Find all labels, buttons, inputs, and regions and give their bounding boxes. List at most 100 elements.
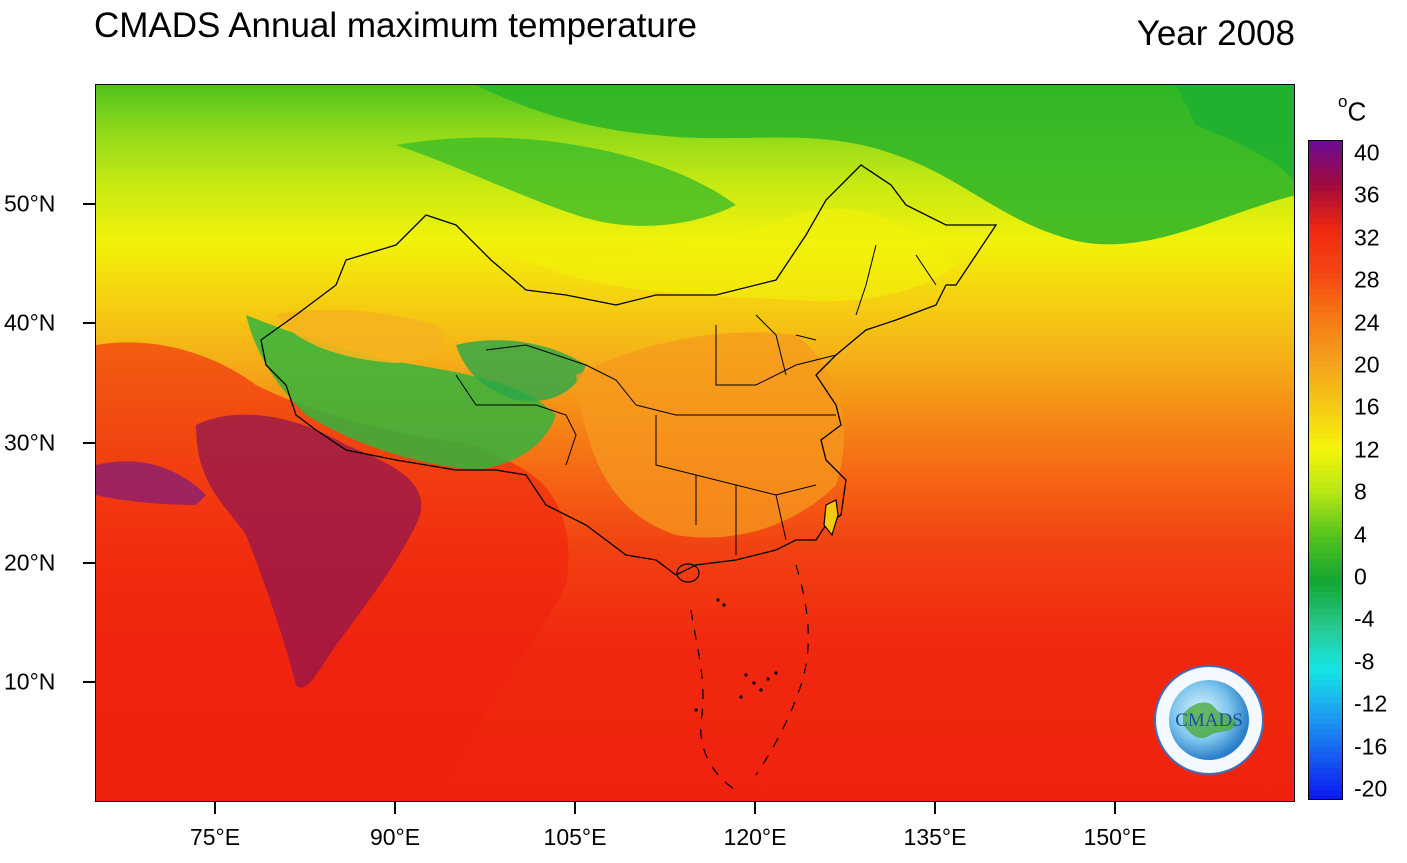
colorbar-band <box>1309 322 1342 329</box>
colorbar-tick-label: -20 <box>1354 775 1388 802</box>
colorbar-tick-label: 32 <box>1354 224 1380 251</box>
colorbar-band <box>1309 344 1342 351</box>
colorbar-tick-label: 20 <box>1354 351 1380 378</box>
colorbar-band <box>1309 141 1342 147</box>
colorbar-band <box>1309 476 1342 483</box>
colorbar-band <box>1309 399 1342 406</box>
x-tick-label: 105°E <box>543 824 607 850</box>
colorbar-band <box>1309 526 1342 532</box>
colorbar-band <box>1309 234 1342 241</box>
province-boundary <box>485 344 637 406</box>
colorbar-band <box>1309 586 1342 593</box>
colorbar-band <box>1309 284 1342 290</box>
colorbar-band <box>1309 179 1342 186</box>
cmads-globe-icon: CMADS <box>1154 665 1264 775</box>
colorbar-tick-label: 12 <box>1354 436 1380 463</box>
north-china-yellow-area <box>516 208 956 302</box>
colorbar-band <box>1309 707 1342 714</box>
tibetan-plateau-cold-area <box>246 315 556 470</box>
colorbar-band <box>1309 724 1342 730</box>
colorbar-band <box>1309 652 1342 659</box>
x-tick-label: 120°E <box>723 824 787 850</box>
colorbar-band <box>1309 751 1342 758</box>
colorbar-band <box>1309 333 1342 340</box>
colorbar-band <box>1309 377 1342 384</box>
colorbar-band <box>1309 630 1342 637</box>
colorbar-band <box>1309 685 1342 692</box>
colorbar-unit: oC <box>1338 92 1366 128</box>
colorbar-band <box>1309 487 1342 494</box>
y-tick-mark <box>83 561 95 564</box>
colorbar-band <box>1309 454 1342 461</box>
colorbar-band <box>1309 438 1342 444</box>
taiwan-island <box>823 499 839 537</box>
colorbar-band <box>1309 218 1342 224</box>
colorbar-band <box>1309 168 1342 175</box>
province-boundary <box>455 374 577 466</box>
colorbar-band <box>1309 608 1342 615</box>
cmads-logo: CMADS <box>1153 664 1265 776</box>
qinghai-cold-area <box>456 340 586 402</box>
x-tick-mark <box>214 802 216 814</box>
colorbar-band <box>1309 614 1342 620</box>
colorbar-band <box>1309 416 1342 422</box>
colorbar-band <box>1309 443 1342 450</box>
x-tick-label: 150°E <box>1083 824 1147 850</box>
province-boundary <box>635 404 836 416</box>
colorbar-band <box>1309 757 1342 763</box>
province-boundary <box>855 244 937 316</box>
colorbar-band <box>1309 350 1342 356</box>
colorbar-band <box>1309 647 1342 653</box>
colorbar-band <box>1309 267 1342 274</box>
colorbar-band <box>1309 515 1342 521</box>
colorbar-band <box>1309 537 1342 543</box>
colorbar-band <box>1309 680 1342 686</box>
y-tick-label: 40°N <box>4 309 56 336</box>
colorbar-band <box>1309 383 1342 389</box>
colorbar-band <box>1309 256 1342 263</box>
colorbar-band <box>1309 460 1342 466</box>
colorbar-band <box>1309 295 1342 301</box>
colorbar-band <box>1309 746 1342 752</box>
colorbar-band <box>1309 212 1342 219</box>
colorbar-tick-label: 28 <box>1354 266 1380 293</box>
colorbar-tick-label: -16 <box>1354 733 1388 760</box>
colorbar-band <box>1309 289 1342 296</box>
y-tick-mark <box>83 202 95 205</box>
colorbar-band <box>1309 273 1342 279</box>
colorbar-band <box>1309 306 1342 312</box>
x-tick-mark <box>1114 802 1116 814</box>
y-tick-label: 50°N <box>4 190 56 217</box>
nine-dash-line <box>690 564 809 791</box>
colorbar-band <box>1309 581 1342 587</box>
colorbar-band <box>1309 394 1342 400</box>
colorbar-band <box>1309 696 1342 703</box>
province-boundary <box>655 415 817 496</box>
colorbar-band <box>1309 163 1342 169</box>
colorbar <box>1308 140 1343 800</box>
colorbar-band <box>1309 185 1342 191</box>
colorbar-band <box>1309 713 1342 719</box>
colorbar-band <box>1309 674 1342 681</box>
colorbar-band <box>1309 223 1342 230</box>
colorbar-band <box>1309 196 1342 202</box>
hainan-island <box>676 563 700 583</box>
colorbar-band <box>1309 361 1342 367</box>
northeast-cold-area <box>1176 85 1294 182</box>
colorbar-band <box>1309 784 1342 791</box>
colorbar-band <box>1309 317 1342 323</box>
colorbar-band <box>1309 471 1342 477</box>
colorbar-tick-label: -8 <box>1354 648 1375 675</box>
colorbar-band <box>1309 553 1342 560</box>
northern-cold-area <box>476 85 1294 245</box>
colorbar-band <box>1309 278 1342 285</box>
colorbar-band <box>1309 564 1342 571</box>
colorbar-tick-label: 36 <box>1354 181 1380 208</box>
colorbar-band <box>1309 300 1342 307</box>
colorbar-tick-label: -4 <box>1354 605 1375 632</box>
colorbar-band <box>1309 603 1342 609</box>
colorbar-band <box>1309 229 1342 235</box>
y-tick-label: 30°N <box>4 429 56 456</box>
colorbar-bands <box>1309 141 1342 799</box>
colorbar-tick-label: -12 <box>1354 690 1388 717</box>
